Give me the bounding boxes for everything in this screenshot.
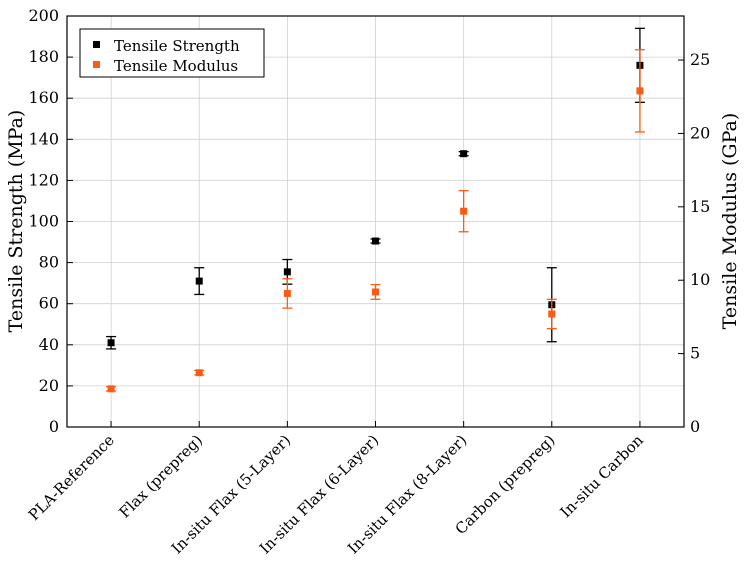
y2-tick-label: 15 — [690, 197, 710, 216]
x-tick-label: PLA-Reference — [25, 431, 118, 524]
y-tick-label: 80 — [39, 253, 59, 272]
y-tick-label: 140 — [28, 129, 59, 148]
left-axis: 0 20 40 60 80 100 120 140 160 180 200 — [28, 6, 73, 436]
y2-tick-label: 20 — [690, 123, 710, 142]
legend-marker-modulus — [93, 61, 100, 68]
data-point — [372, 237, 379, 245]
y2-tick-label: 5 — [690, 344, 700, 363]
y-tick-label: 180 — [28, 47, 59, 66]
y-tick-label: 60 — [39, 294, 59, 313]
y-tick-label: 120 — [28, 170, 59, 189]
y-axis-title: Tensile Strength (MPa) — [5, 110, 27, 333]
y-tick-label: 100 — [28, 212, 59, 231]
y2-tick-label: 25 — [690, 50, 710, 69]
data-point — [460, 150, 468, 158]
y2-tick-label: 0 — [690, 417, 700, 436]
y-tick-label: 200 — [28, 6, 59, 25]
y2-axis-title: Tensile Modulus (GPa) — [719, 113, 741, 330]
legend-label-modulus: Tensile Modulus — [114, 57, 238, 75]
x-tick-label: Carbon (prepreg) — [452, 431, 559, 538]
legend-box — [79, 28, 265, 78]
legend-marker-strength — [93, 41, 100, 48]
y-tick-label: 40 — [39, 335, 59, 354]
data-point — [548, 310, 556, 318]
data-point — [372, 288, 379, 296]
y-tick-label: 160 — [28, 88, 59, 107]
data-point — [195, 369, 203, 377]
legend-label-strength: Tensile Strength — [114, 37, 240, 55]
y-tick-label: 20 — [39, 376, 59, 395]
right-axis: 0 5 10 15 20 25 — [678, 50, 710, 436]
data-point — [283, 289, 291, 297]
data-point — [195, 277, 203, 285]
x-tick-label: Flax (prepreg) — [116, 431, 206, 521]
series-layer — [106, 27, 645, 393]
y2-tick-label: 10 — [690, 270, 710, 289]
data-point — [107, 339, 115, 347]
data-point — [107, 385, 115, 393]
grid — [67, 15, 684, 428]
data-point — [283, 268, 291, 276]
y-tick-label: 0 — [49, 417, 59, 436]
data-point — [636, 87, 644, 95]
x-tick-label: In-situ Carbon — [557, 431, 647, 521]
series-tensile-modulus — [106, 49, 645, 393]
legend: Tensile Strength Tensile Modulus — [79, 28, 265, 78]
data-point — [460, 207, 468, 215]
